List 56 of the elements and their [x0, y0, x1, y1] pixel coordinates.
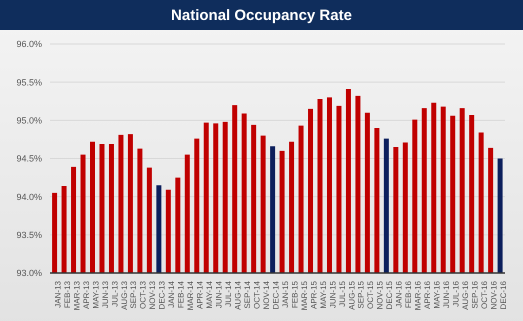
- x-tick-label: APR-13: [82, 280, 91, 310]
- x-tick-label: AUG-13: [120, 280, 129, 310]
- x-tick-label: SEP-16: [470, 280, 480, 309]
- x-tick-label: JAN-16: [394, 280, 404, 308]
- x-tick-label: AUG-16: [461, 280, 470, 310]
- x-tick-label: MAR-14: [186, 280, 196, 310]
- x-tick-label: APR-15: [309, 280, 318, 310]
- chart-title: National Occupancy Rate: [0, 0, 523, 30]
- x-tick-label: JUN-13: [100, 280, 110, 308]
- x-tick-label: NOV-15: [376, 280, 385, 310]
- x-tick-label: APR-16: [423, 280, 432, 310]
- x-tick-label: MAY-13: [91, 280, 100, 309]
- x-tick-label: JUL-15: [338, 280, 347, 307]
- x-tick-label: SEP-13: [129, 280, 138, 309]
- x-tick-label: MAY-15: [318, 280, 328, 309]
- x-tick-label: SEP-15: [356, 280, 366, 309]
- x-tick-label: JAN-13: [53, 280, 62, 308]
- x-tick-label: FEB-14: [176, 280, 186, 308]
- y-tick-label: 93.5%: [16, 230, 42, 240]
- x-tick-label: FEB-13: [62, 280, 72, 308]
- y-tick-label: 95.5%: [16, 77, 42, 88]
- x-tick-label: JUN-14: [214, 280, 224, 308]
- x-tick-label: MAY-14: [205, 280, 214, 309]
- x-tick-label: SEP-14: [243, 280, 252, 309]
- x-tick-label: JAN-14: [167, 280, 176, 308]
- x-tick-label: FEB-15: [290, 280, 300, 308]
- x-tick-label: AUG-14: [234, 280, 243, 310]
- y-tick-label: 96.0%: [16, 39, 42, 50]
- x-tick-label: DEC-15: [385, 280, 394, 310]
- y-tick-label: 95.0%: [16, 116, 42, 126]
- x-tick-label: DEC-14: [271, 280, 280, 310]
- x-tick-label: NOV-16: [489, 280, 498, 310]
- x-tick-label: MAR-13: [72, 280, 82, 310]
- x-tick-label: NOV-13: [148, 280, 158, 310]
- x-tick-label: MAR-15: [300, 280, 309, 310]
- x-tick-label: OCT-13: [138, 280, 148, 310]
- x-tick-label: MAR-16: [414, 280, 423, 310]
- x-tick-label: DEC-13: [158, 280, 167, 310]
- y-tick-label: 94.0%: [16, 192, 42, 202]
- x-tick-label: JUL-13: [110, 280, 120, 307]
- x-tick-label: JUN-16: [442, 280, 452, 308]
- x-tick-label: AUG-15: [347, 280, 356, 310]
- y-tick-label: 93.0%: [16, 268, 42, 278]
- x-tick-label: FEB-16: [404, 280, 414, 308]
- x-tick-label: DEC-16: [498, 280, 508, 310]
- x-tick-label: JUN-15: [328, 280, 338, 308]
- x-tick-label: APR-14: [196, 280, 205, 310]
- x-tick-label: JUL-14: [224, 280, 234, 307]
- y-tick-label: 94.5%: [16, 154, 42, 164]
- x-tick-label: OCT-14: [252, 280, 262, 310]
- x-tick-label: MAY-16: [432, 280, 442, 309]
- x-tick-label: JAN-15: [280, 280, 290, 308]
- x-tick-label: OCT-15: [366, 280, 376, 310]
- x-tick-label: OCT-16: [480, 280, 489, 310]
- x-tick-label: NOV-14: [262, 280, 271, 310]
- x-tick-label: JUL-16: [452, 280, 461, 307]
